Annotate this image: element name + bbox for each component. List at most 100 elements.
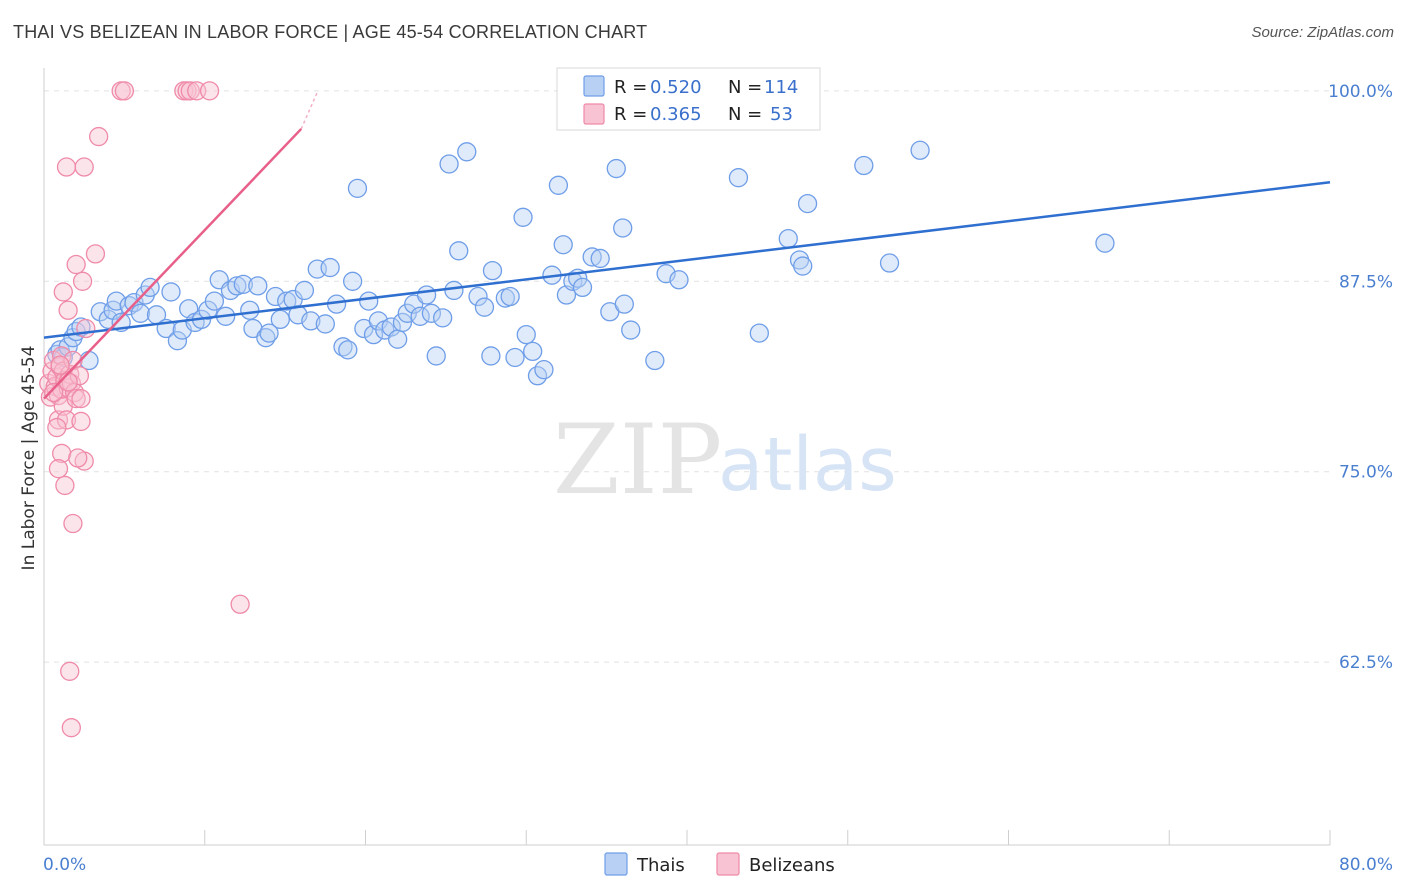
data-point <box>728 168 749 188</box>
data-point <box>516 324 536 345</box>
data-point <box>534 360 554 380</box>
data-point <box>482 260 503 281</box>
data-point <box>71 411 91 432</box>
data-point <box>53 282 73 302</box>
data-point <box>523 341 543 362</box>
data-point <box>793 256 813 276</box>
data-point <box>270 309 290 330</box>
data-point <box>481 346 501 366</box>
data-point <box>572 277 593 298</box>
trend-line-thais <box>43 181 1331 339</box>
data-point <box>582 247 602 267</box>
data-point <box>645 350 665 371</box>
data-point <box>294 280 315 301</box>
legend-swatch-belizeans <box>583 103 605 125</box>
data-point <box>204 291 225 311</box>
data-point <box>66 388 86 409</box>
y-tick-label: 87.5% <box>1339 272 1393 292</box>
data-point <box>68 448 88 468</box>
x-tick-label-min: 0.0% <box>43 855 86 875</box>
data-point <box>248 276 268 296</box>
data-point <box>180 81 200 101</box>
data-point <box>606 158 626 179</box>
data-point <box>416 285 437 305</box>
y-tick-label: 62.5% <box>1339 653 1393 673</box>
data-point <box>410 306 430 326</box>
data-point <box>797 193 818 214</box>
data-point <box>778 228 798 249</box>
data-point <box>381 317 401 337</box>
data-point <box>301 311 321 331</box>
data-point <box>387 329 408 349</box>
data-point <box>468 286 488 307</box>
source-note: Source: ZipAtlas.com <box>1251 24 1394 41</box>
series-legend-swatch-belizeans <box>716 852 740 876</box>
data-point <box>161 282 181 302</box>
data-point <box>548 175 569 195</box>
watermark-zip: ZIP <box>553 404 722 516</box>
data-point <box>89 126 109 147</box>
data-point <box>61 718 81 738</box>
data-point <box>315 314 335 334</box>
data-point <box>421 303 442 323</box>
data-point <box>347 178 368 199</box>
data-point <box>233 274 253 294</box>
series-legend-swatch-thais <box>604 852 628 876</box>
data-point <box>130 303 151 323</box>
legend-r-value-belizeans: 0.365 <box>650 104 702 125</box>
data-point <box>621 320 641 340</box>
data-point <box>72 271 93 291</box>
data-point <box>48 459 69 479</box>
x-tick-label-max: 80.0% <box>1339 855 1393 875</box>
chart-title: THAI VS BELIZEAN IN LABOR FORCE | AGE 45… <box>13 22 648 42</box>
data-point <box>199 81 220 101</box>
data-point <box>55 475 75 496</box>
legend-r-value-thais: 0.520 <box>650 77 702 98</box>
data-point <box>444 280 464 301</box>
data-point <box>879 253 900 273</box>
data-point <box>474 297 495 317</box>
legend-n-value-belizeans: 53 <box>770 104 793 125</box>
belizean-points <box>39 81 250 738</box>
data-point <box>553 235 573 255</box>
legend-n-label-thais: N = <box>728 77 762 98</box>
data-point <box>359 291 379 311</box>
data-point <box>230 594 250 614</box>
correlation-legend: R = 0.520 N = 114 R = 0.365 N = 53 <box>556 67 821 131</box>
x-ticks <box>204 830 1331 845</box>
watermark-atlas: atlas <box>718 422 897 508</box>
data-point <box>669 270 689 290</box>
data-point <box>259 323 279 343</box>
data-point <box>513 207 533 227</box>
legend-r-label-belizeans: R = <box>614 104 647 125</box>
data-point <box>1095 233 1115 253</box>
data-point <box>60 661 80 681</box>
data-point <box>590 248 610 269</box>
data-point <box>910 140 930 160</box>
data-point <box>240 300 260 320</box>
data-point <box>227 276 247 296</box>
data-point <box>85 244 106 264</box>
data-point <box>69 366 90 386</box>
data-point <box>56 410 77 430</box>
data-point <box>338 340 358 360</box>
trend-line-belizeans-extension <box>300 92 318 130</box>
data-point <box>613 218 633 238</box>
legend-r-label-thais: R = <box>614 77 647 98</box>
data-point <box>58 300 78 320</box>
data-point <box>342 271 363 291</box>
data-point <box>167 331 188 351</box>
data-point <box>50 355 70 375</box>
data-point <box>63 513 83 534</box>
legend-n-value-thais: 114 <box>764 77 798 98</box>
data-point <box>426 346 446 366</box>
data-point <box>56 157 77 177</box>
y-tick-label: 100.0% <box>1328 82 1393 102</box>
legend-n-label-belizeans: N = <box>728 104 762 125</box>
data-point <box>47 417 67 438</box>
data-point <box>43 382 64 403</box>
data-point <box>433 308 453 328</box>
trend-line-belizeans <box>43 128 303 400</box>
data-point <box>614 294 634 314</box>
